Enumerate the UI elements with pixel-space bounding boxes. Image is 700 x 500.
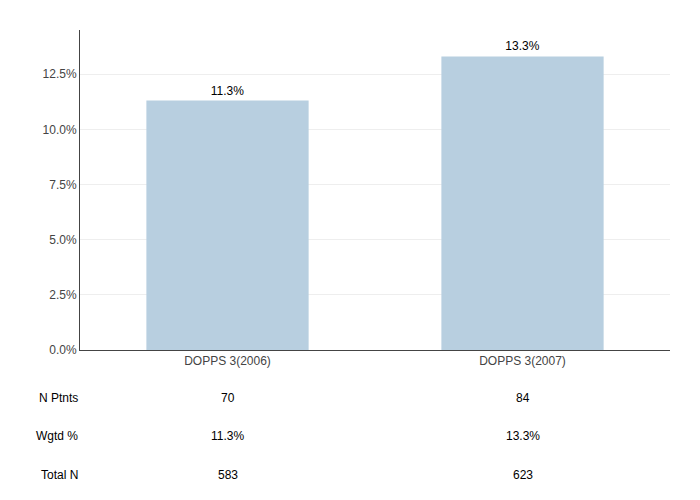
svg-text:13.3%: 13.3% bbox=[505, 39, 539, 53]
svg-text:0.0%: 0.0% bbox=[49, 343, 77, 357]
svg-text:12.5%: 12.5% bbox=[43, 67, 77, 81]
svg-text:10.0%: 10.0% bbox=[43, 123, 77, 137]
svg-text:5.0%: 5.0% bbox=[49, 233, 77, 247]
svg-text:70: 70 bbox=[221, 391, 235, 405]
svg-text:7.5%: 7.5% bbox=[49, 178, 77, 192]
svg-text:13.3%: 13.3% bbox=[506, 429, 540, 443]
svg-text:DOPPS 3(2007): DOPPS 3(2007) bbox=[479, 354, 566, 368]
svg-text:DOPPS 3(2006): DOPPS 3(2006) bbox=[184, 354, 271, 368]
svg-text:2.5%: 2.5% bbox=[49, 288, 77, 302]
svg-text:11.3%: 11.3% bbox=[211, 429, 244, 443]
svg-text:623: 623 bbox=[513, 468, 533, 482]
svg-text:Total N: Total N bbox=[41, 468, 78, 482]
svg-text:583: 583 bbox=[218, 468, 238, 482]
svg-text:N Ptnts: N Ptnts bbox=[39, 391, 78, 405]
svg-text:11.3%: 11.3% bbox=[211, 84, 244, 98]
svg-text:Wgtd %: Wgtd % bbox=[36, 429, 78, 443]
svg-text:84: 84 bbox=[516, 391, 530, 405]
